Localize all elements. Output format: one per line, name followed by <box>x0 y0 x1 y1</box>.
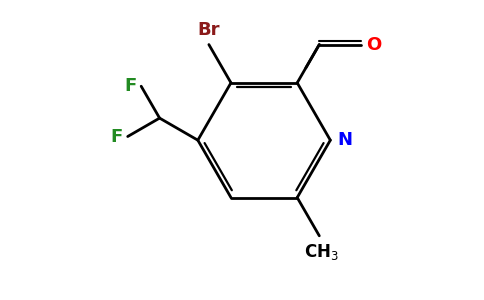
Text: N: N <box>338 131 353 149</box>
Text: O: O <box>366 36 381 54</box>
Text: CH$_3$: CH$_3$ <box>304 242 339 262</box>
Text: F: F <box>124 77 136 95</box>
Text: Br: Br <box>197 21 220 39</box>
Text: F: F <box>110 128 123 146</box>
